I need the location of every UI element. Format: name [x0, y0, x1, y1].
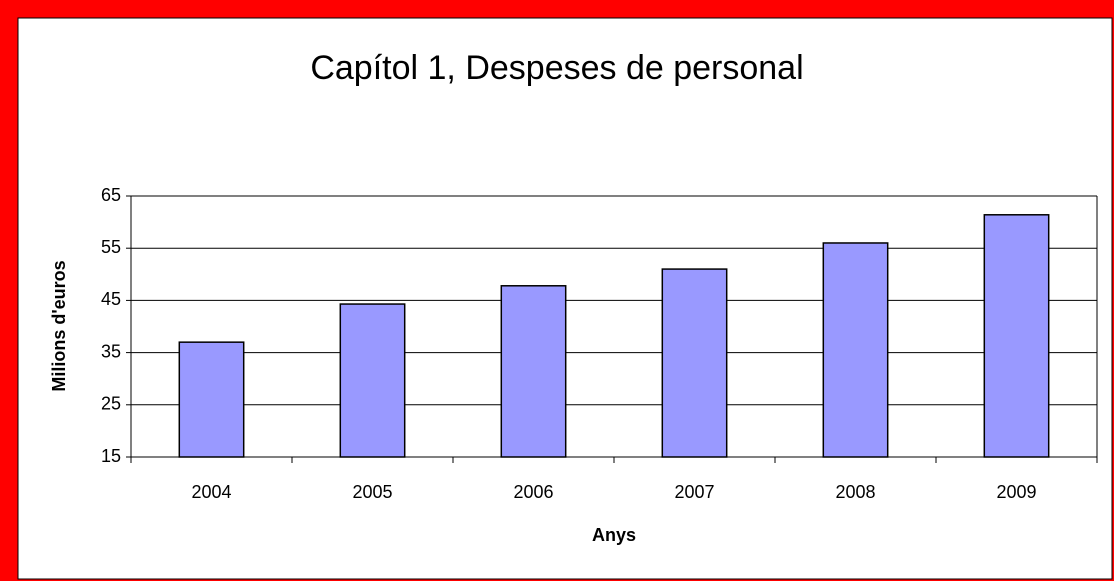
y-tick-label: 35 — [101, 341, 121, 361]
x-tick-label: 2007 — [674, 482, 714, 502]
y-tick-label: 65 — [101, 185, 121, 205]
x-tick-label: 2008 — [835, 482, 875, 502]
x-axis-title: Anys — [592, 525, 636, 545]
x-tick-label: 2009 — [996, 482, 1036, 502]
bar — [661, 268, 728, 458]
y-axis-title: Milions d'euros — [49, 260, 69, 391]
y-tick-label: 55 — [101, 237, 121, 257]
y-tick-label: 45 — [101, 289, 121, 309]
bar — [822, 242, 889, 458]
bar — [339, 303, 406, 458]
bar — [500, 285, 567, 458]
bar — [178, 341, 245, 458]
y-tick-label: 25 — [101, 394, 121, 414]
x-tick-label: 2005 — [352, 482, 392, 502]
chart-title: Capítol 1, Despeses de personal — [310, 49, 803, 87]
x-tick-label: 2004 — [191, 482, 231, 502]
y-tick-label: 15 — [101, 446, 121, 466]
x-tick-label: 2006 — [513, 482, 553, 502]
bar — [983, 214, 1050, 458]
